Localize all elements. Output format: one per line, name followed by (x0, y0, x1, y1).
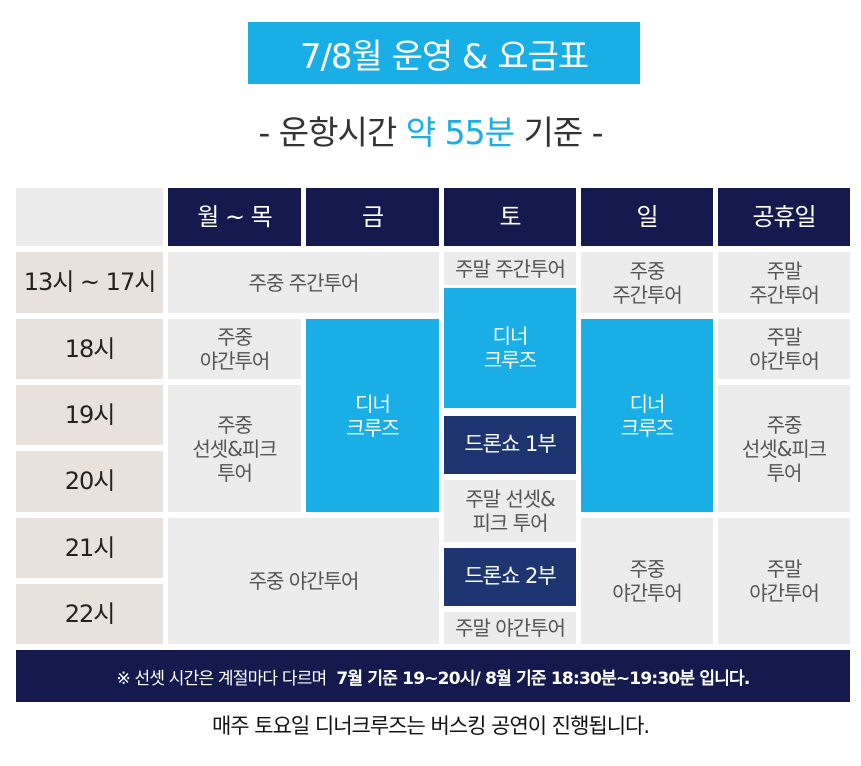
weekday-night-tour-21-cell: 주중 야간투어 (168, 518, 439, 644)
subtitle-highlight: 약 55분 (405, 113, 515, 152)
sat-sunset-picnic-cell: 주말 선셋& 피크 투어 (444, 480, 576, 542)
header-fri: 금 (306, 188, 439, 246)
busking-footer-note: 매주 토요일 디너크루즈는 버스킹 공연이 진행됩니다. (211, 714, 650, 738)
holiday-sunset-picnic-cell: 주중 선셋&피크 투어 (718, 385, 850, 512)
page-title: 7/8월 운영 & 요금표 (248, 22, 640, 84)
notice-text: ※ 선셋 시간은 계절마다 다르며 (116, 668, 327, 689)
header-sat: 토 (444, 188, 576, 246)
sun-night-tour-cell: 주중 야간투어 (581, 518, 713, 644)
holiday-day-tour-cell: 주말 주간투어 (718, 252, 850, 313)
holiday-night-tour-18-cell: 주말 야간투어 (718, 319, 850, 379)
drone-show-2-cell: 드론쇼 2부 (444, 548, 576, 606)
fri-dinner-cruise-cell: 디너 크루즈 (306, 319, 439, 512)
drone-show-1-cell: 드론쇼 1부 (444, 416, 576, 474)
time-21: 21시 (16, 518, 163, 578)
notice-bold-text: 7월 기준 19~20시/ 8월 기준 18:30분~19:30분 입니다. (336, 668, 750, 689)
time-19: 19시 (16, 385, 163, 445)
time-18: 18시 (16, 319, 163, 379)
sat-night-tour-cell: 주말 야간투어 (444, 612, 576, 644)
page-subtitle: - 운항시간 약 55분 기준 - (0, 108, 861, 158)
time-20: 20시 (16, 451, 163, 512)
header-holiday: 공휴일 (718, 188, 850, 246)
sun-dinner-cruise-cell: 디너 크루즈 (581, 319, 713, 512)
header-sun: 일 (581, 188, 713, 246)
header-mon-thu: 월 ~ 목 (168, 188, 301, 246)
sunset-notice-bar: ※ 선셋 시간은 계절마다 다르며 7월 기준 19~20시/ 8월 기준 18… (16, 650, 850, 702)
sat-day-tour-cell: 주말 주간투어 (444, 252, 576, 285)
sat-dinner-cruise-cell: 디너 크루즈 (444, 288, 576, 408)
weekday-sunset-picnic-cell: 주중 선셋&피크 투어 (168, 385, 301, 512)
subtitle-suffix: 기준 - (523, 113, 603, 152)
holiday-night-tour-21-cell: 주말 야간투어 (718, 518, 850, 644)
sun-day-tour-cell: 주중 주간투어 (581, 252, 713, 313)
table-corner-cell (16, 188, 163, 246)
subtitle-prefix: - 운항시간 (258, 113, 397, 152)
weekday-night-tour-18-cell: 주중 야간투어 (168, 319, 301, 379)
time-13-17: 13시 ~ 17시 (16, 252, 163, 313)
weekday-day-tour-cell: 주중 주간투어 (168, 252, 439, 313)
time-22: 22시 (16, 584, 163, 644)
